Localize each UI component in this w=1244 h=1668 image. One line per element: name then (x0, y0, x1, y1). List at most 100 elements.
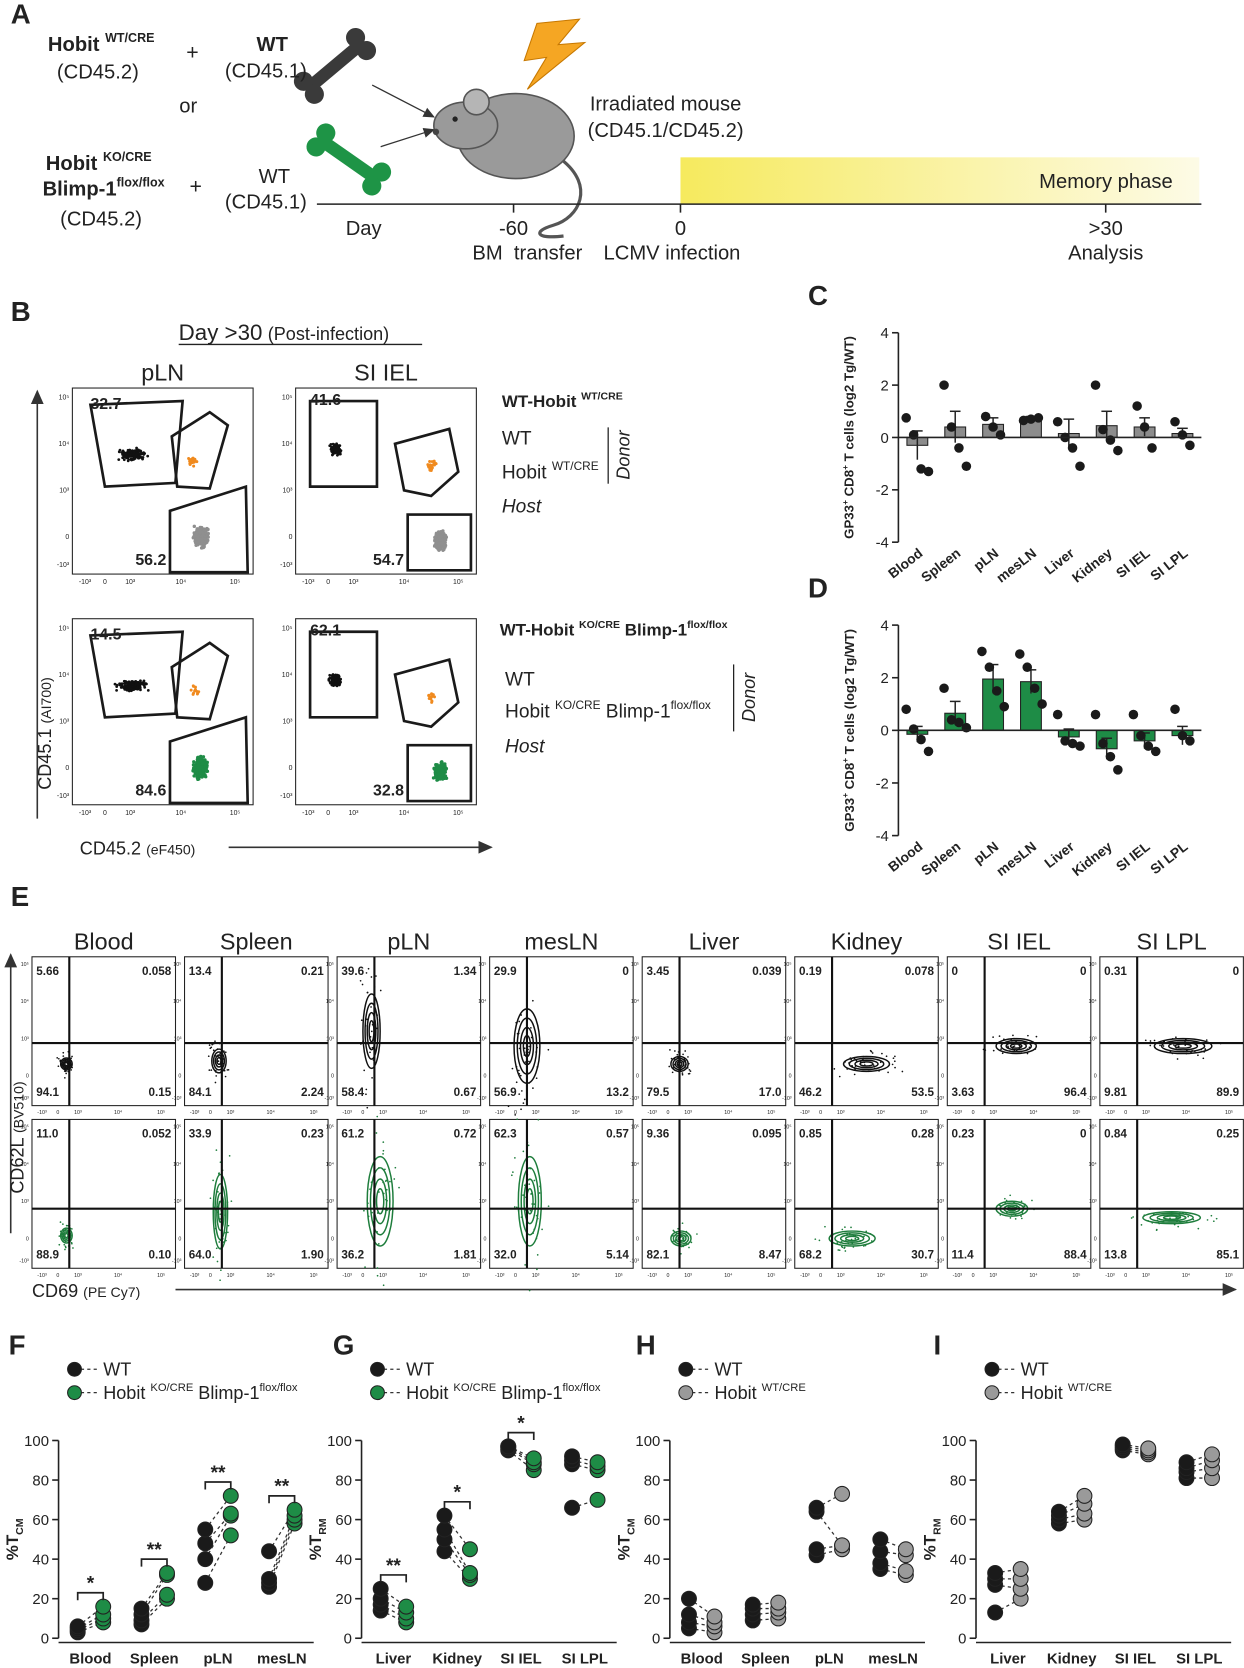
flow-tick-label: 0 (941, 1074, 944, 1080)
flow-tick-label: 10⁴ (724, 1110, 733, 1116)
x-axis-label-part: (eF450) (146, 842, 195, 858)
quadrant-frequency: 1.81 (454, 1249, 477, 1262)
panel-letter: F (9, 1329, 26, 1360)
flow-tick-label: 0 (26, 1074, 29, 1080)
quadrant-frequency: 88.9 (36, 1249, 59, 1262)
gate (168, 715, 250, 805)
legend-entry: Hobit WT/CRE (1021, 1382, 1112, 1403)
event-dot (139, 452, 142, 456)
data-point (1143, 741, 1154, 751)
data-point (961, 461, 972, 472)
data-point (436, 1521, 453, 1538)
legend-entry: Hobit KO/CRE Blimp-1flox/flox (103, 1382, 298, 1403)
legend-entry-part: KO/CRE (150, 1382, 193, 1394)
event-dot (536, 1268, 538, 1271)
event-dot (142, 679, 146, 683)
flow-plot-frame (641, 956, 787, 1107)
donor-label-part: KO/CRE (103, 150, 152, 164)
flow-tick-label: 10⁵ (631, 1125, 639, 1131)
event-dot (434, 531, 439, 535)
flow-tick-label: 0 (667, 1273, 670, 1279)
event-dot (1001, 1052, 1004, 1055)
event-dot (209, 1197, 212, 1200)
contour (839, 1234, 865, 1243)
event-dot (370, 976, 373, 978)
event-dot (992, 1049, 995, 1052)
event-dot (192, 524, 197, 529)
event-dot (366, 991, 369, 994)
flow-tick-label: 0 (331, 1236, 334, 1242)
column-title: Blood (74, 928, 134, 954)
data-point (436, 1507, 453, 1524)
flow-tick-label: 10³ (227, 1273, 235, 1279)
timeline-day: >30 (1089, 218, 1123, 240)
flow-tick-label: 10³ (837, 1273, 845, 1279)
data-point (681, 1606, 697, 1623)
contour (211, 1048, 227, 1074)
event-dot (131, 458, 135, 462)
event-dot (363, 1209, 365, 1212)
quadrant-frequency: 0 (1080, 1128, 1087, 1141)
flow-tick-label: -10³ (79, 579, 92, 586)
event-dot (217, 1060, 220, 1063)
event-dot (894, 1066, 896, 1069)
event-dot (129, 681, 133, 685)
y-axis-label-part: %T (921, 1534, 940, 1560)
event-dot (230, 1200, 233, 1203)
y-tick-label: 60 (644, 1513, 661, 1529)
contour (859, 1061, 874, 1067)
flow-tick-label: -10³ (1105, 1273, 1115, 1279)
event-dot (131, 688, 135, 692)
gate (170, 410, 230, 490)
flow-tick-label: 10⁵ (282, 625, 293, 632)
legend-marker (984, 1385, 1000, 1401)
flow-plot-frame (184, 1118, 329, 1269)
wt-label: WT (259, 166, 290, 188)
legend-entry-part: Host (502, 496, 542, 517)
event-dot (361, 983, 364, 986)
event-dot (1162, 1045, 1165, 1047)
contour (369, 1167, 391, 1236)
y-tick-label: 100 (24, 1434, 49, 1450)
legend-entry-part: WT (505, 670, 535, 691)
event-dot (214, 1040, 216, 1043)
flow-tick-label: 10³ (59, 488, 70, 495)
pair-line (380, 1604, 407, 1620)
data-point (1177, 730, 1188, 741)
legend-entry: Host (505, 737, 545, 758)
phase-label: Memory phase (1039, 171, 1173, 193)
contour (844, 1235, 860, 1242)
flow-tick-label: 0 (1124, 1110, 1127, 1116)
event-dot (513, 1206, 516, 1208)
event-dot (533, 1203, 536, 1205)
event-dot (528, 1289, 531, 1292)
arrow (380, 127, 436, 148)
event-dot (1187, 1215, 1190, 1218)
significance-label: * (453, 1483, 461, 1504)
event-dot (212, 1179, 214, 1182)
flow-tick-label: 10⁵ (453, 579, 464, 586)
event-dot (437, 772, 441, 776)
event-dot (193, 685, 197, 689)
data-point (923, 746, 934, 757)
event-dot (204, 768, 208, 773)
flow-tick-label: 10³ (125, 579, 136, 586)
event-dot (1205, 1039, 1208, 1041)
event-dot (684, 1050, 687, 1052)
event-dot (538, 1192, 541, 1194)
data-point (1128, 709, 1139, 720)
event-dot (191, 684, 195, 688)
flow-tick-label: -10³ (57, 562, 70, 569)
event-dot (384, 1180, 387, 1182)
y-tick-label: 4 (881, 618, 889, 634)
flow-tick-label: 10⁴ (267, 1273, 276, 1279)
flow-tick-label: 10³ (784, 1199, 792, 1205)
event-dot (218, 1172, 220, 1174)
quadrant-frequency: 82.1 (646, 1249, 669, 1262)
flow-tick-label: -10³ (79, 810, 92, 817)
donor-label-part: WT/CRE (105, 31, 154, 45)
flow-tick-label: -10³ (648, 1110, 658, 1116)
flow-tick-label: 10⁴ (21, 1162, 30, 1168)
flow-plot-frame (184, 956, 329, 1107)
